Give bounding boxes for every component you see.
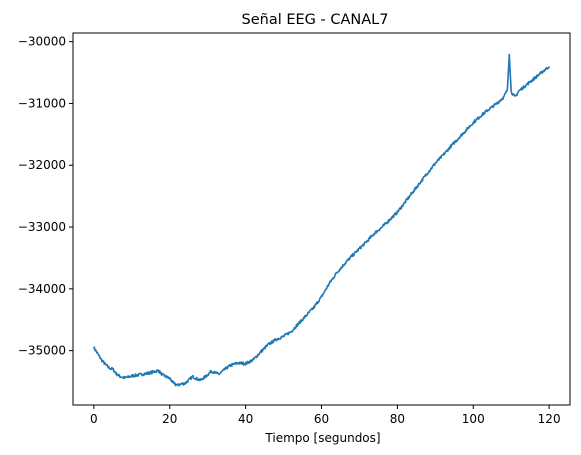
chart-title: Señal EEG - CANAL7 — [242, 12, 389, 28]
x-tick-label: 60 — [314, 412, 329, 426]
series-line — [93, 53, 550, 387]
y-tick-label: −32000 — [18, 158, 66, 172]
y-tick-label: −30000 — [18, 35, 66, 49]
x-tick-label: 100 — [462, 412, 485, 426]
x-tick-label: 20 — [162, 412, 177, 426]
x-tick-label: 0 — [90, 412, 98, 426]
plot-area — [93, 53, 550, 387]
x-axis-label: Tiempo [segundos] — [264, 431, 380, 445]
y-tick-label: −33000 — [18, 220, 66, 234]
x-tick-label: 80 — [390, 412, 405, 426]
axes: 0 20 40 60 80 100 120 −35000 −34000 −33000 −32000 −… — [18, 32, 571, 426]
x-tick-label: 120 — [538, 412, 561, 426]
y-tick-label: −34000 — [18, 282, 66, 296]
x-tick-label: 40 — [238, 412, 253, 426]
y-tick-label: −31000 — [18, 96, 66, 110]
y-tick-label: −35000 — [18, 344, 66, 358]
